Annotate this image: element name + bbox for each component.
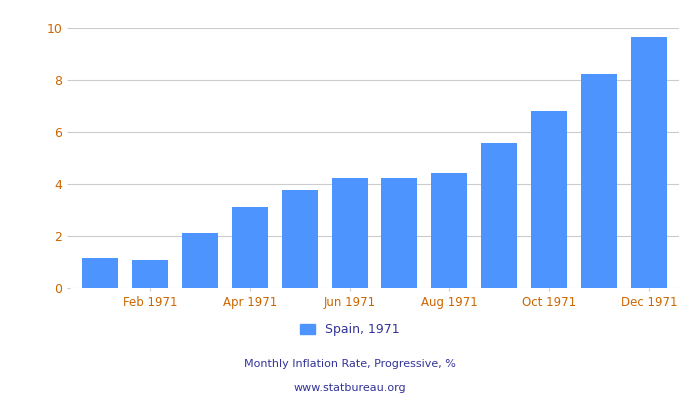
Bar [332, 178, 368, 288]
Bar [431, 173, 468, 288]
Bar [281, 190, 318, 288]
Text: www.statbureau.org: www.statbureau.org [294, 383, 406, 393]
Bar [382, 178, 417, 288]
Bar [182, 233, 218, 288]
Legend: Spain, 1971: Spain, 1971 [295, 318, 405, 341]
Bar [482, 143, 517, 288]
Bar [581, 74, 617, 288]
Bar [132, 260, 168, 288]
Bar [531, 111, 567, 288]
Bar [82, 258, 118, 288]
Bar [232, 207, 267, 288]
Bar [631, 37, 667, 288]
Text: Monthly Inflation Rate, Progressive, %: Monthly Inflation Rate, Progressive, % [244, 359, 456, 369]
